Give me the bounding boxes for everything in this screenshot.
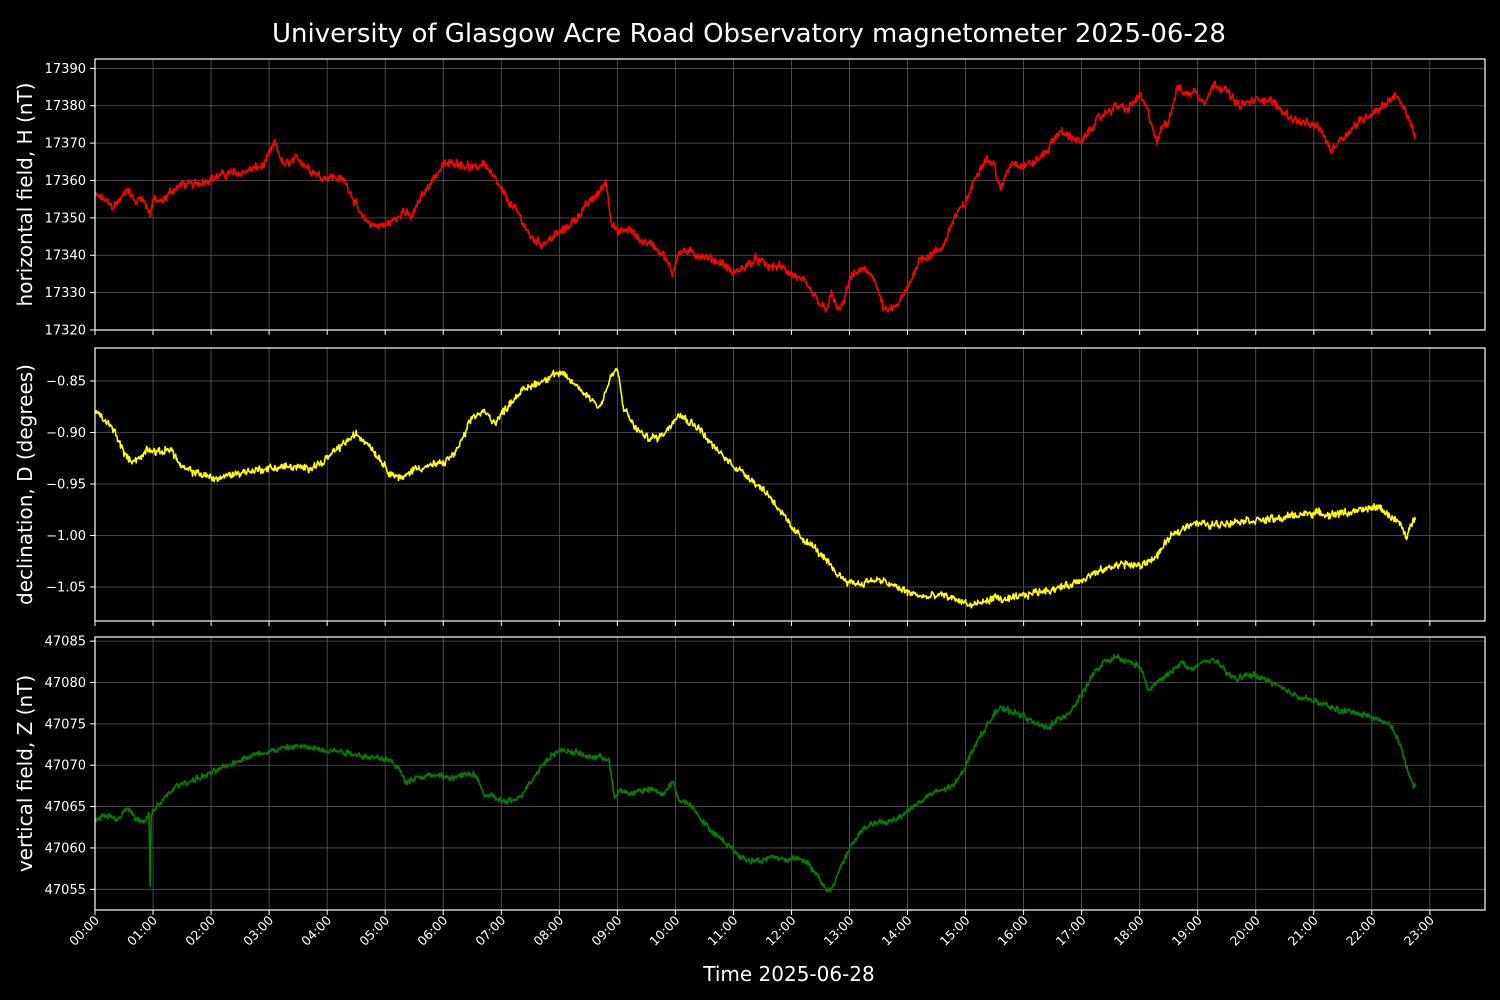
y-tick-label: 17370 — [45, 137, 86, 152]
x-tick-label: 11:00 — [704, 912, 740, 948]
plot-frame — [94, 347, 1486, 622]
x-tick-label: 06:00 — [414, 912, 450, 948]
series-line — [94, 80, 1417, 313]
declination-panel: −0.85 −0.90 −0.95 −1.00 −1.05 declination, D… — [13, 347, 1486, 626]
x-tick-labels: 00:00 01:00 02:00 03:00 04:00 05:00 06:00 07:00… — [66, 912, 1437, 948]
y-axis-label-z: vertical field, Z (nT) — [13, 675, 37, 872]
x-tick-label: 16:00 — [995, 912, 1031, 948]
y-tick-label: 17390 — [45, 62, 86, 77]
series-line — [94, 653, 1417, 893]
x-tick-label: 07:00 — [472, 912, 508, 948]
series-layer — [94, 653, 1417, 893]
x-tick-label: 00:00 — [66, 912, 102, 948]
series-line — [94, 367, 1417, 609]
x-tick-label: 01:00 — [124, 912, 160, 948]
plot-frame — [94, 636, 1486, 911]
y-tick-label: 17380 — [45, 99, 86, 114]
x-tick-label: 02:00 — [182, 912, 218, 948]
y-tick-label: −0.95 — [46, 477, 86, 492]
grid-lines — [90, 348, 1485, 626]
series-layer — [94, 367, 1417, 609]
x-axis-label: Time 2025-06-28 — [702, 962, 875, 986]
y-tick-label: 17350 — [45, 211, 86, 226]
x-tick-label: 22:00 — [1343, 912, 1379, 948]
y-tick-label: 17330 — [45, 286, 86, 301]
x-tick-label: 23:00 — [1401, 912, 1437, 948]
y-axis-label-d: declination, D (degrees) — [13, 364, 37, 605]
y-tick-label: 47070 — [45, 759, 86, 774]
x-tick-label: 08:00 — [530, 912, 566, 948]
x-tick-label: 10:00 — [646, 912, 682, 948]
x-tick-label: 12:00 — [762, 912, 798, 948]
y-axis-label-h: horizontal field, H (nT) — [13, 83, 37, 307]
x-tick-label: 20:00 — [1227, 912, 1263, 948]
series-layer — [94, 80, 1417, 313]
grid-lines — [90, 637, 1485, 915]
x-tick-label: 19:00 — [1169, 912, 1205, 948]
x-tick-label: 18:00 — [1111, 912, 1147, 948]
horizontal-field-panel: 17320 17330 17340 17350 17360 17370 17380 17390… — [13, 58, 1486, 339]
plot-frame — [94, 58, 1486, 331]
x-tick-label: 09:00 — [588, 912, 624, 948]
x-tick-label: 21:00 — [1285, 912, 1321, 948]
x-tick-label: 05:00 — [356, 912, 392, 948]
y-tick-label: −0.85 — [46, 374, 86, 389]
x-tick-label: 13:00 — [821, 912, 857, 948]
y-tick-label: 17320 — [45, 324, 86, 339]
vertical-field-panel: 47055 47060 47065 47070 47075 47080 47085 vert… — [13, 635, 1486, 915]
x-tick-label: 03:00 — [240, 912, 276, 948]
x-tick-label: 14:00 — [879, 912, 915, 948]
y-tick-labels: 17320 17330 17340 17350 17360 17370 17380 17390 — [45, 62, 86, 339]
x-tick-label: 15:00 — [937, 912, 973, 948]
y-tick-label: 47060 — [45, 841, 86, 856]
figure-title: University of Glasgow Acre Road Observat… — [272, 19, 1226, 49]
x-tick-label: 17:00 — [1053, 912, 1089, 948]
y-tick-label: 47055 — [45, 883, 86, 898]
y-tick-label: 47075 — [45, 717, 86, 732]
y-tick-label: 17340 — [45, 249, 86, 264]
y-tick-label: 17360 — [45, 174, 86, 189]
y-tick-label: 47085 — [45, 635, 86, 650]
y-tick-label: 47065 — [45, 800, 86, 815]
y-tick-labels: −0.85 −0.90 −0.95 −1.00 −1.05 — [46, 374, 86, 595]
y-tick-label: 47080 — [45, 676, 86, 691]
y-tick-label: −1.00 — [46, 529, 86, 544]
y-tick-label: −1.05 — [46, 581, 86, 596]
y-tick-labels: 47055 47060 47065 47070 47075 47080 47085 — [45, 635, 86, 898]
x-tick-label: 04:00 — [298, 912, 334, 948]
y-tick-label: −0.90 — [46, 426, 86, 441]
